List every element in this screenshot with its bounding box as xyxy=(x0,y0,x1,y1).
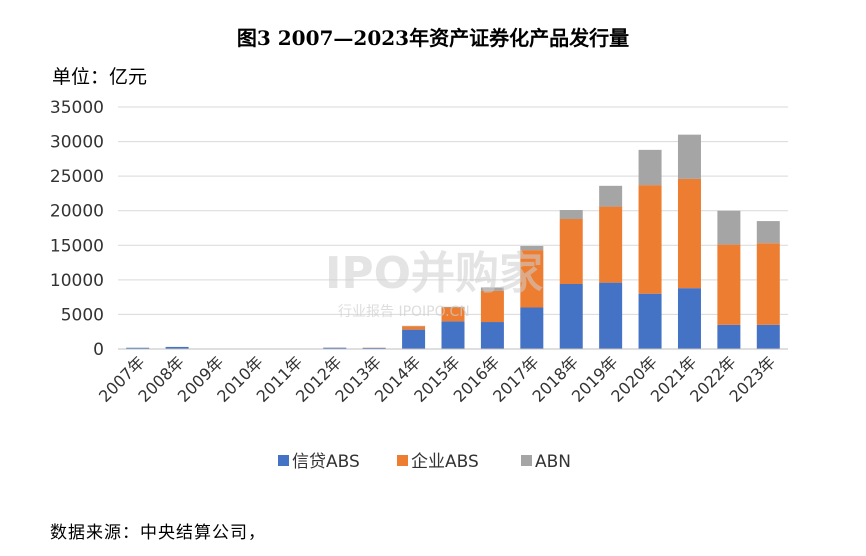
bar-segment xyxy=(677,178,701,289)
bar-segment xyxy=(559,210,583,220)
legend-swatch xyxy=(521,455,532,466)
bar-segment xyxy=(362,347,386,349)
y-tick-label: 0 xyxy=(93,340,104,360)
legend-swatch xyxy=(397,455,408,466)
bar-segment xyxy=(323,347,347,349)
y-tick-label: 30000 xyxy=(50,133,104,153)
y-tick-label: 15000 xyxy=(50,236,104,256)
bars xyxy=(126,134,780,349)
bar-segment xyxy=(599,185,623,207)
legend-label: ABN xyxy=(535,452,571,472)
legend-label: 信贷ABS xyxy=(292,452,360,472)
bar-segment xyxy=(638,293,662,349)
bar-segment xyxy=(717,244,741,325)
bar-segment xyxy=(717,210,741,245)
bar-segment xyxy=(165,346,189,349)
x-axis-ticks: 2007年2008年2009年2010年2011年2012年2013年2014年… xyxy=(95,352,779,406)
bar-segment xyxy=(441,306,465,308)
legend: 信贷ABS 企业ABS ABN xyxy=(278,452,571,472)
y-tick-label: 5000 xyxy=(61,305,104,325)
bar-segment xyxy=(520,245,544,251)
legend-label: 企业ABS xyxy=(411,452,479,472)
bar-segment xyxy=(599,282,623,349)
bar-segment xyxy=(638,149,662,186)
y-tick-label: 35000 xyxy=(50,98,104,118)
bar-segment xyxy=(559,284,583,349)
chart-title: 图3 2007—2023年资产证券化产品发行量 xyxy=(236,26,630,50)
watermark: IPO并购家 行业报告 IPOIPO.CN xyxy=(325,248,543,320)
bar-segment xyxy=(402,326,426,330)
bar-segment xyxy=(756,221,780,244)
bar-segment xyxy=(402,329,426,349)
bar-segment xyxy=(638,185,662,294)
bar-segment xyxy=(677,134,701,179)
bar-segment xyxy=(756,324,780,349)
watermark-main: IPO并购家 xyxy=(325,248,543,299)
unit-label: 单位：亿元 xyxy=(52,66,148,88)
source-note: 数据来源：中央结算公司， xyxy=(50,523,266,543)
watermark-sub: 行业报告 IPOIPO.CN xyxy=(338,304,470,320)
bar-segment xyxy=(756,243,780,325)
y-tick-label: 10000 xyxy=(50,271,104,291)
y-tick-label: 25000 xyxy=(50,167,104,187)
bar-segment xyxy=(480,287,504,291)
bar-segment xyxy=(480,290,504,323)
bar-segment xyxy=(126,347,150,349)
bar-segment xyxy=(520,307,544,349)
bar-segment xyxy=(520,250,544,308)
bar-segment xyxy=(559,219,583,285)
y-axis-ticks: 0 5000 10000 15000 20000 25000 30000 35000 xyxy=(50,98,104,360)
y-tick-label: 20000 xyxy=(50,202,104,222)
bar-segment xyxy=(677,288,701,349)
bar-segment xyxy=(441,321,465,349)
bar-segment xyxy=(599,206,623,283)
bar-segment xyxy=(480,322,504,349)
bar-segment xyxy=(441,307,465,322)
legend-swatch xyxy=(278,455,289,466)
bar-segment xyxy=(717,324,741,349)
